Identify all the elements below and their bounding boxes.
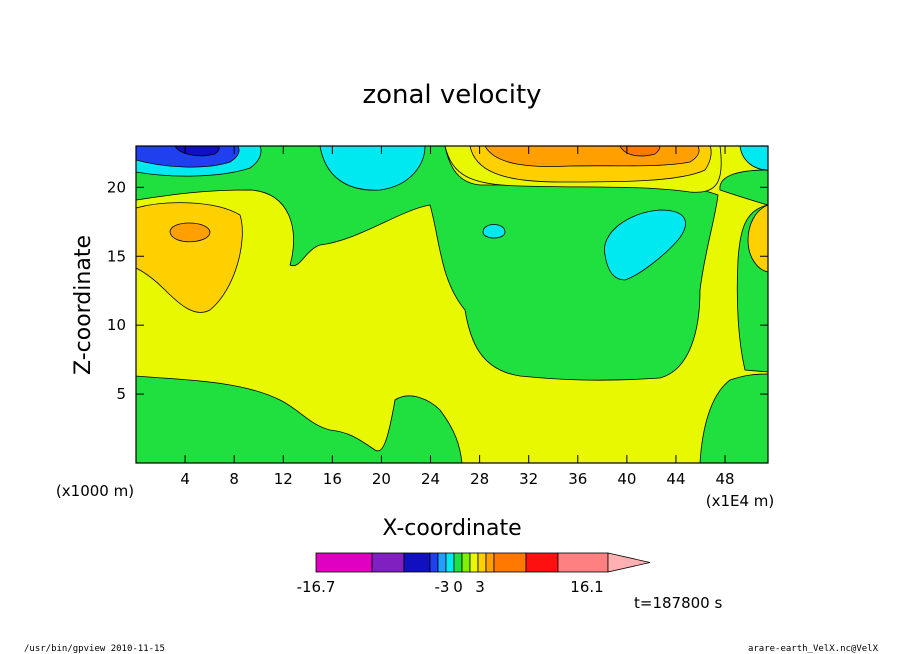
colorbar-segment [469, 552, 479, 573]
y-tick-label: 20 [107, 178, 126, 196]
region-negative-moderate [604, 209, 686, 281]
y-tick-label: 5 [116, 385, 126, 403]
y-tick-label: 15 [107, 247, 126, 265]
time-annotation: t=187800 s [634, 594, 722, 612]
colorbar-arrow [607, 552, 651, 573]
region-positive-strong [619, 146, 661, 157]
region-negative-moderate [319, 146, 426, 191]
region-negative-weak [719, 146, 768, 206]
colorbar-label: 0 [453, 578, 463, 596]
colorbar-segment [557, 552, 609, 573]
x-tick-label: 16 [323, 470, 342, 488]
colorbar-segment [477, 552, 487, 573]
region-negative-weak [699, 373, 768, 463]
y-axis: 5 10 15 20 [107, 178, 768, 403]
x-tick-label: 32 [519, 470, 538, 488]
colorbar-label: -3 [435, 578, 450, 596]
y-axis-label: Z-coordinate [71, 235, 96, 375]
y-unit-label: (x1000 m) [56, 482, 134, 500]
region-negative-strong [174, 146, 220, 157]
colorbar-segment [445, 552, 455, 573]
plot-area [135, 145, 769, 464]
colorbar-segment [493, 552, 527, 573]
colorbar-segment [429, 552, 439, 573]
region-positive-strong [484, 146, 700, 167]
region-positive-strong [169, 222, 211, 243]
x-axis-label: X-coordinate [382, 516, 521, 541]
region-negative-weak [136, 375, 463, 463]
colorbar-segment [453, 552, 463, 573]
x-tick-label: 20 [372, 470, 391, 488]
colorbar-label: 16.1 [570, 578, 603, 596]
colorbar-segment [437, 552, 447, 573]
colorbar-segment [315, 552, 373, 573]
x-tick-label: 4 [180, 470, 190, 488]
x-unit-label: (x1E4 m) [706, 492, 775, 510]
x-tick-label: 48 [716, 470, 735, 488]
x-tick-label: 24 [421, 470, 440, 488]
footer-left: /usr/bin/gpview 2010-11-15 [24, 644, 165, 654]
chart-title: zonal velocity [362, 80, 541, 110]
x-tick-label: 40 [617, 470, 636, 488]
region-negative-moderate [482, 224, 506, 239]
x-tick-label: 8 [229, 470, 239, 488]
x-tick-label: 36 [568, 470, 587, 488]
colorbar-segment [525, 552, 559, 573]
x-tick-label: 44 [666, 470, 685, 488]
region-negative-moderate [739, 146, 768, 171]
colorbar-label: 3 [475, 578, 485, 596]
colorbar-segment [371, 552, 405, 573]
x-tick-label: 12 [274, 470, 293, 488]
colorbar-segment [403, 552, 431, 573]
y-tick-label: 10 [107, 316, 126, 334]
colorbar-segment [461, 552, 471, 573]
colorbar: -16.7 -3 0 3 16.1 [297, 552, 651, 596]
colorbar-label: -16.7 [297, 578, 336, 596]
colorbar-segment [485, 552, 495, 573]
x-tick-label: 28 [470, 470, 489, 488]
region-positive-moderate [136, 202, 243, 313]
footer-right: arare-earth_VelX.nc@VelX [748, 644, 879, 654]
region-positive-moderate [747, 204, 768, 273]
x-axis: 4 8 12 16 20 24 28 32 36 40 44 48 [180, 146, 735, 488]
